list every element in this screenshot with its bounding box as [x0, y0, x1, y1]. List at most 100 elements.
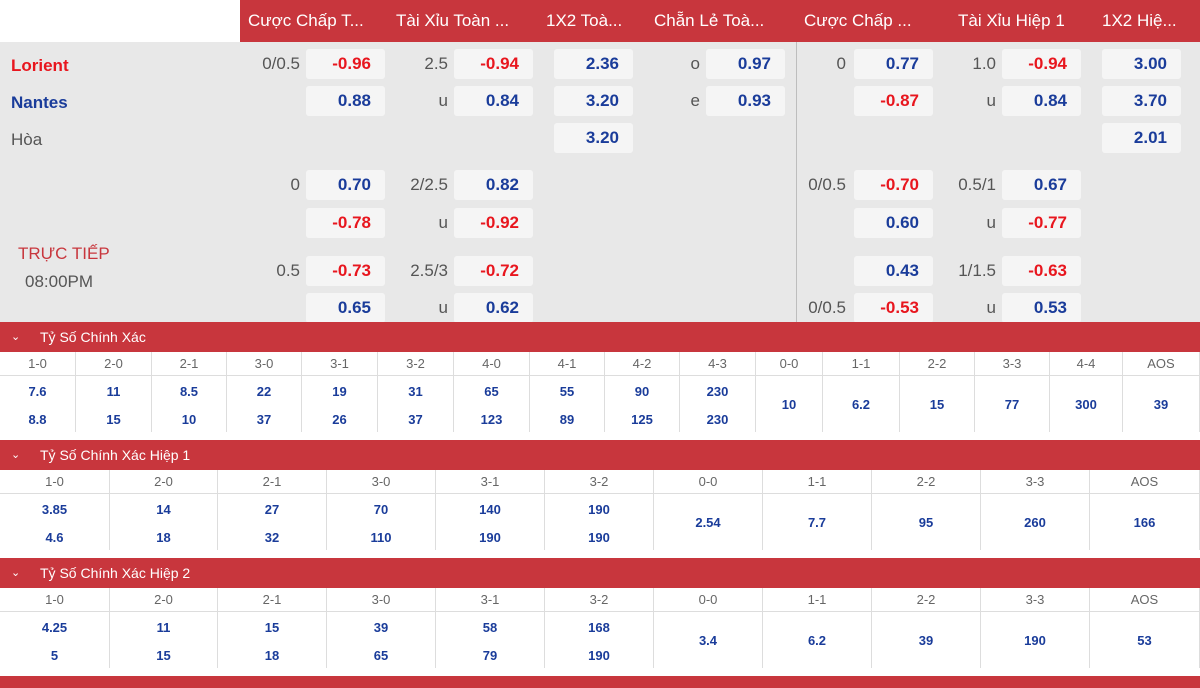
odds-value[interactable]: 4.6: [45, 530, 64, 545]
odds-cell[interactable]: 2.36: [554, 49, 633, 79]
odds-value[interactable]: 3.4: [698, 633, 718, 648]
odds-value[interactable]: 190: [1024, 633, 1046, 648]
odds-cell[interactable]: -0.94: [1002, 49, 1081, 79]
score-odds-cell[interactable]: 11 15: [110, 612, 218, 668]
odds-value[interactable]: 5: [50, 648, 59, 663]
score-odds-cell[interactable]: 7.7: [763, 494, 872, 550]
odds-cell[interactable]: -0.63: [1002, 256, 1081, 286]
odds-cell[interactable]: 3.70: [1102, 86, 1181, 116]
odds-value[interactable]: 37: [408, 412, 423, 427]
odds-cell[interactable]: -0.53: [854, 293, 933, 323]
score-odds-cell[interactable]: 3.4: [654, 612, 763, 668]
odds-value[interactable]: 27: [264, 502, 280, 517]
score-odds-cell[interactable]: 22 37: [227, 376, 302, 432]
score-odds-cell[interactable]: 95: [872, 494, 981, 550]
odds-value[interactable]: 32: [264, 530, 280, 545]
odds-value[interactable]: 10: [181, 412, 197, 427]
odds-value[interactable]: 190: [479, 530, 501, 545]
odds-cell[interactable]: -0.70: [854, 170, 933, 200]
odds-value[interactable]: 65: [484, 384, 499, 399]
odds-value[interactable]: 110: [370, 530, 392, 545]
score-odds-cell[interactable]: 15: [900, 376, 975, 432]
score-odds-cell[interactable]: 260: [981, 494, 1090, 550]
odds-value[interactable]: 39: [1153, 397, 1169, 412]
odds-cell[interactable]: -0.72: [454, 256, 533, 286]
odds-cell[interactable]: 0.84: [454, 86, 533, 116]
score-odds-cell[interactable]: 2.54: [654, 494, 763, 550]
odds-cell[interactable]: 0.82: [454, 170, 533, 200]
odds-cell[interactable]: 0.70: [306, 170, 385, 200]
odds-value[interactable]: 3.85: [41, 502, 68, 517]
score-odds-cell[interactable]: 90 125: [605, 376, 680, 432]
odds-cell[interactable]: 0.60: [854, 208, 933, 238]
score-odds-cell[interactable]: 39 65: [327, 612, 436, 668]
odds-cell[interactable]: 0.43: [854, 256, 933, 286]
score-odds-cell[interactable]: 31 37: [378, 376, 454, 432]
odds-value[interactable]: 26: [332, 412, 347, 427]
odds-cell[interactable]: 0.62: [454, 293, 533, 323]
odds-value[interactable]: 10: [781, 397, 797, 412]
score-odds-cell[interactable]: 39: [1123, 376, 1200, 432]
odds-value[interactable]: 11: [106, 384, 121, 399]
odds-value[interactable]: 6.2: [807, 633, 827, 648]
score-odds-cell[interactable]: 65 123: [454, 376, 530, 432]
odds-value[interactable]: 7.7: [807, 515, 827, 530]
odds-value[interactable]: 37: [256, 412, 272, 427]
score-odds-cell[interactable]: 190: [981, 612, 1090, 668]
score-odds-cell[interactable]: 8.5 10: [152, 376, 227, 432]
score-odds-cell[interactable]: 77: [975, 376, 1050, 432]
odds-value[interactable]: 90: [634, 384, 650, 399]
odds-value[interactable]: 190: [588, 530, 610, 545]
chevron-down-icon[interactable]: ⌄: [11, 567, 21, 579]
odds-value[interactable]: 79: [482, 648, 498, 663]
odds-value[interactable]: 6.2: [851, 397, 871, 412]
odds-cell[interactable]: 0.67: [1002, 170, 1081, 200]
odds-value[interactable]: 22: [256, 384, 272, 399]
tab-ft-handicap[interactable]: Cược Chấp T...: [248, 11, 364, 30]
odds-value[interactable]: 55: [559, 384, 575, 399]
correct-score-h2-title-bar[interactable]: ⌄ Tỷ Số Chính Xác Hiệp 2: [0, 558, 1200, 588]
score-odds-cell[interactable]: 190 190: [545, 494, 654, 550]
score-odds-cell[interactable]: 166: [1090, 494, 1200, 550]
odds-cell[interactable]: 3.20: [554, 123, 633, 153]
odds-cell[interactable]: 3.00: [1102, 49, 1181, 79]
odds-cell[interactable]: -0.78: [306, 208, 385, 238]
odds-value[interactable]: 18: [156, 530, 171, 545]
odds-value[interactable]: 15: [156, 648, 171, 663]
odds-value[interactable]: 58: [482, 620, 498, 635]
odds-value[interactable]: 15: [106, 412, 121, 427]
odds-cell[interactable]: 3.20: [554, 86, 633, 116]
score-odds-cell[interactable]: 140 190: [436, 494, 545, 550]
odds-value[interactable]: 53: [1137, 633, 1152, 648]
score-odds-cell[interactable]: 300: [1050, 376, 1123, 432]
odds-cell[interactable]: 0.93: [706, 86, 785, 116]
odds-value[interactable]: 15: [929, 397, 945, 412]
score-odds-cell[interactable]: 27 32: [218, 494, 327, 550]
odds-value[interactable]: 65: [373, 648, 389, 663]
odds-value[interactable]: 230: [706, 384, 729, 399]
odds-value[interactable]: 11: [156, 620, 171, 635]
odds-value[interactable]: 15: [264, 620, 280, 635]
odds-value[interactable]: 7.6: [28, 384, 47, 399]
score-odds-cell[interactable]: 15 18: [218, 612, 327, 668]
score-odds-cell[interactable]: 168 190: [545, 612, 654, 668]
odds-value[interactable]: 19: [332, 384, 347, 399]
score-odds-cell[interactable]: 3.85 4.6: [0, 494, 110, 550]
odds-value[interactable]: 260: [1024, 515, 1046, 530]
odds-value[interactable]: 125: [631, 412, 653, 427]
odds-value[interactable]: 8.8: [28, 412, 47, 427]
odds-value[interactable]: 123: [480, 412, 503, 427]
odds-value[interactable]: 14: [156, 502, 171, 517]
odds-value[interactable]: 230: [706, 412, 729, 427]
score-odds-cell[interactable]: 11 15: [76, 376, 152, 432]
odds-value[interactable]: 39: [373, 620, 389, 635]
tab-ft-oddeven[interactable]: Chẵn Lẻ Toà...: [654, 11, 765, 30]
odds-cell[interactable]: -0.87: [854, 86, 933, 116]
score-odds-cell[interactable]: 230 230: [680, 376, 756, 432]
odds-value[interactable]: 95: [918, 515, 934, 530]
odds-cell[interactable]: 0.77: [854, 49, 933, 79]
score-odds-cell[interactable]: 10: [756, 376, 823, 432]
odds-cell[interactable]: 0.53: [1002, 293, 1081, 323]
score-odds-cell[interactable]: 6.2: [823, 376, 900, 432]
tab-h1-1x2[interactable]: 1X2 Hiệ...: [1102, 11, 1177, 30]
